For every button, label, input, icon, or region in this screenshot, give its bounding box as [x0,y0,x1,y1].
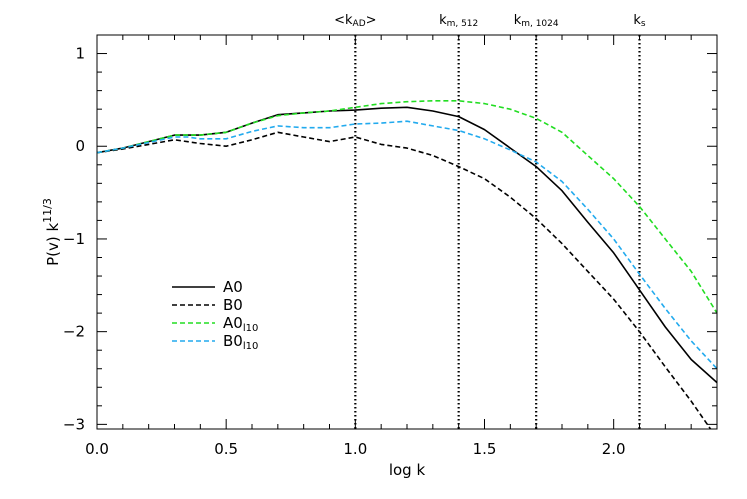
marker-label-2: km, 1024 [514,13,559,29]
legend-label-main: B0 [223,332,243,350]
marker-label-sub: m, 1024 [521,19,559,29]
x-tick-label: 2.0 [602,440,626,458]
legend-label-0: A0 [223,278,243,296]
series-line-1 [97,131,712,429]
marker-label-0: <kAD> [334,13,376,29]
series-line-3 [97,120,717,370]
x-tick-label: 1.5 [473,440,497,458]
legend-label-3: B0l10 [223,332,258,352]
series-line-2 [97,100,717,314]
legend-label-sub: l10 [243,341,259,352]
legend-label-sub: l10 [243,323,259,334]
series-lines [97,100,717,429]
marker-label-main: <k [334,13,353,28]
marker-label-3: ks [633,13,646,29]
y-tick-label: −1 [63,230,85,248]
marker-lines [354,35,641,429]
series-line-0 [97,106,717,384]
marker-label-sub: m, 512 [447,19,479,29]
marker-label-sub: s [641,19,646,29]
y-tick-label: −2 [63,323,85,341]
y-axis-title-exponent: 11/3 [41,198,54,223]
y-tick-label: −3 [63,415,85,433]
y-axis-title-main: P(v) k [44,223,62,266]
x-tick-label: 0.0 [85,440,109,458]
x-tick-label: 1.0 [343,440,367,458]
plot-frame [96,34,718,430]
marker-label-main: k [514,13,522,28]
marker-label-sub: AD [353,19,366,29]
marker-label-main: k [633,13,641,28]
y-tick-label: 1 [75,45,85,63]
legend-label-2: A0l10 [223,314,258,334]
y-axis-title: P(v) k11/3 [41,198,62,266]
legend-label-main: A0 [223,314,243,332]
y-tick-label: 0 [75,137,85,155]
marker-labels: <kAD> km, 512 km, 1024 ks [334,13,646,29]
legend-label-main: A0 [223,278,243,296]
marker-label-suffix: > [366,13,377,28]
marker-label-1: km, 512 [439,13,478,29]
x-tick-label: 0.5 [214,440,238,458]
marker-label-main: k [439,13,447,28]
x-axis-title: log k [389,461,426,479]
axis-ticks: 0.0 0.5 1.0 1.5 2.0 1 0 −1 −2 −3 [63,35,718,458]
legend-label-main: B0 [223,296,243,314]
legend-label-1: B0 [223,296,243,314]
